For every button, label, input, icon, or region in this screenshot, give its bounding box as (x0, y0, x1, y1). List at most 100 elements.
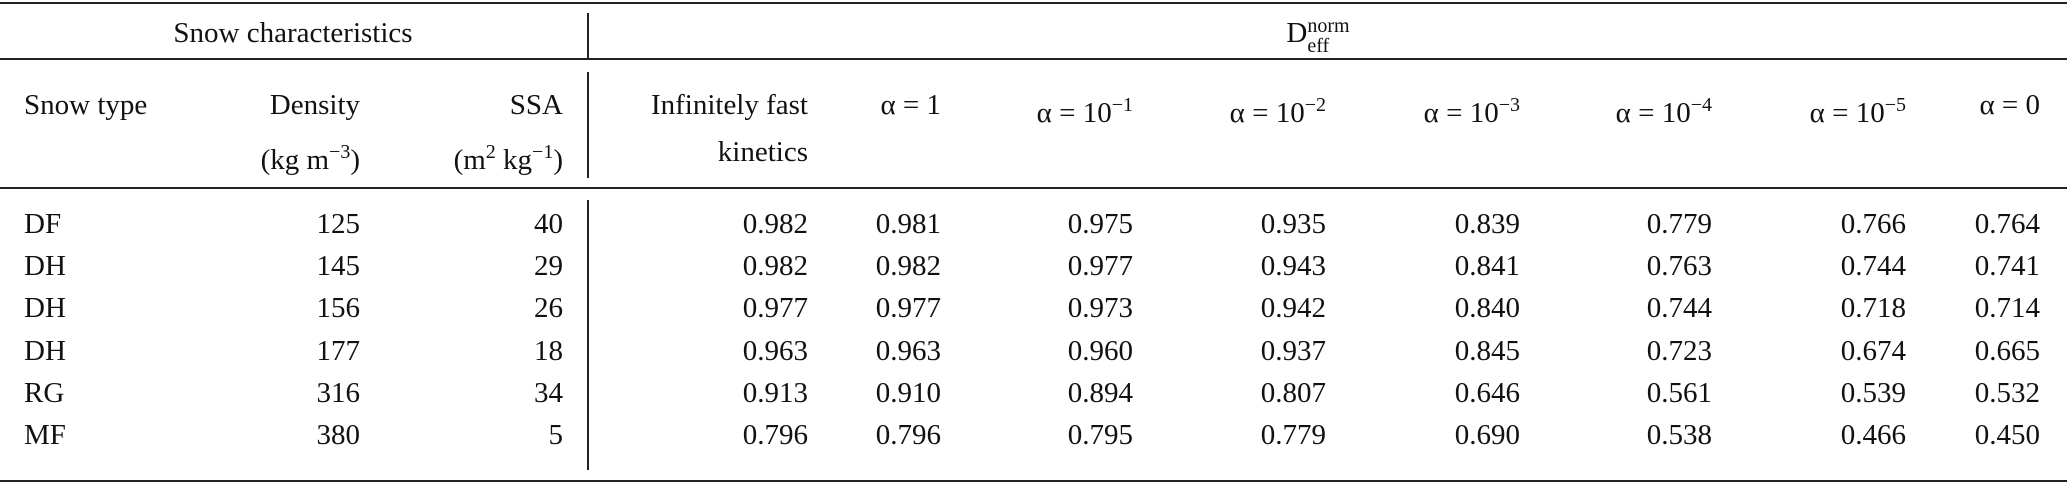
cell: 0.982 (743, 207, 808, 241)
text: 156 (316, 292, 361, 325)
text: 0.766 (1840, 208, 1906, 240)
group-header: Snow characteristics (173, 16, 412, 50)
text: RG (24, 376, 65, 409)
cell: 26 (534, 291, 563, 325)
text: DH (24, 292, 66, 325)
cell: 0.935 (1261, 207, 1326, 241)
text: −3 (329, 141, 351, 163)
text: norm (1307, 15, 1350, 37)
text: 5 (548, 419, 564, 451)
cell: DH (24, 334, 66, 368)
column-header: Snow type (24, 88, 147, 122)
text: MF (24, 419, 66, 451)
cell: DH (24, 249, 66, 283)
rule (0, 2, 2067, 4)
text: kg (495, 144, 533, 176)
text: 0.665 (1974, 334, 2040, 367)
cell: 0.839 (1455, 207, 1520, 241)
text: 34 (534, 376, 563, 409)
cell: 125 (317, 207, 361, 241)
cell: 0.764 (1975, 207, 2040, 241)
text: DH (24, 250, 66, 283)
cell: DH (24, 291, 66, 325)
cell: 0.796 (743, 418, 808, 452)
text: α = 1 (880, 89, 941, 121)
text: α = 10 (1036, 97, 1112, 129)
text: 145 (316, 250, 361, 283)
column-header: α = 10−3 (1424, 88, 1520, 130)
column-header: α = 10−2 (1230, 88, 1326, 130)
cell: 0.665 (1975, 334, 2040, 368)
text: 0.796 (742, 419, 808, 451)
cell: 18 (534, 334, 563, 368)
text: 0.538 (1646, 419, 1712, 451)
text: 0.532 (1974, 376, 2040, 409)
text: 0.894 (1067, 376, 1133, 409)
rule (587, 72, 589, 178)
text: D (1286, 17, 1308, 49)
cell: 0.982 (743, 249, 808, 283)
text: 0.466 (1840, 419, 1906, 451)
text: 0.690 (1454, 419, 1520, 451)
cell: 0.539 (1841, 376, 1906, 410)
column-header: α = 0 (1979, 88, 2040, 122)
cell: 0.975 (1068, 207, 1133, 241)
text: 0.744 (1840, 250, 1906, 283)
rule (0, 480, 2067, 482)
text: 0.840 (1454, 292, 1520, 325)
cell: 0.982 (876, 249, 941, 283)
column-header: (kg m−3) (261, 135, 360, 177)
text: Snow type (24, 89, 148, 121)
text: 0.977 (742, 292, 808, 325)
cell: DF (24, 207, 61, 241)
text: (kg m (260, 144, 330, 176)
cell: 0.538 (1647, 418, 1712, 452)
cell: 0.973 (1068, 291, 1133, 325)
cell: 0.532 (1975, 376, 2040, 410)
text: 0.779 (1260, 419, 1326, 451)
text: 18 (534, 334, 563, 367)
cell: 0.910 (876, 376, 941, 410)
cell: 0.561 (1647, 376, 1712, 410)
cell: 5 (549, 418, 564, 452)
text: 0.796 (875, 419, 941, 451)
cell: 0.646 (1455, 376, 1520, 410)
cell: 0.942 (1261, 291, 1326, 325)
cell: 40 (534, 207, 563, 241)
cell: 0.741 (1975, 249, 2040, 283)
column-header: Density (270, 88, 360, 122)
cell: 0.977 (743, 291, 808, 325)
column-header: α = 10−1 (1037, 88, 1133, 130)
cell: MF (24, 418, 66, 452)
text: −3 (1498, 94, 1520, 116)
text: 0.539 (1840, 376, 1906, 409)
text: 0.795 (1067, 419, 1133, 451)
cell: 0.779 (1261, 418, 1326, 452)
cell: 0.977 (1068, 249, 1133, 283)
text: α = 0 (1979, 89, 2040, 121)
text: 0.807 (1260, 376, 1326, 409)
cell: 0.766 (1841, 207, 1906, 241)
cell: 0.841 (1455, 249, 1520, 283)
text: 0.845 (1454, 334, 1520, 367)
text: 0.943 (1260, 250, 1326, 283)
cell: 0.763 (1647, 249, 1712, 283)
text: 0.763 (1646, 250, 1712, 283)
text: −5 (1884, 94, 1906, 116)
cell: 0.718 (1841, 291, 1906, 325)
text: 0.977 (875, 292, 941, 325)
text: SSA (509, 89, 563, 121)
text: 0.913 (742, 376, 808, 409)
text: 177 (316, 334, 361, 367)
text: −4 (1690, 94, 1712, 116)
cell: 145 (317, 249, 361, 283)
text: 0.982 (742, 250, 808, 283)
cell: 0.894 (1068, 376, 1133, 410)
cell: 0.714 (1975, 291, 2040, 325)
text: 0.764 (1974, 208, 2040, 240)
cell: 177 (317, 334, 361, 368)
text: 0.723 (1646, 334, 1712, 367)
text: kinetics (717, 136, 808, 168)
